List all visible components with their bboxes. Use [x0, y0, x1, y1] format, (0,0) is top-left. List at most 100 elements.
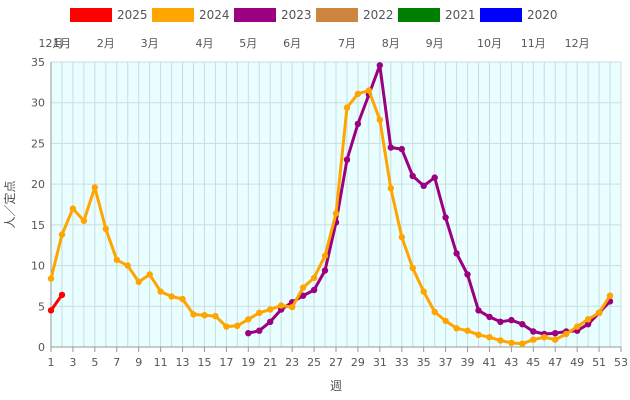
data-point-2024[interactable]: [168, 293, 175, 300]
data-point-2023[interactable]: [387, 144, 394, 151]
data-point-2024[interactable]: [256, 309, 263, 316]
data-point-2024[interactable]: [409, 264, 416, 272]
data-point-2023[interactable]: [376, 62, 383, 69]
data-point-2023[interactable]: [530, 328, 537, 335]
data-point-2023[interactable]: [442, 214, 449, 221]
data-point-2024[interactable]: [47, 275, 55, 282]
data-point-2024[interactable]: [190, 311, 197, 318]
data-point-2024[interactable]: [508, 339, 515, 347]
data-point-2023[interactable]: [299, 292, 307, 299]
data-point-2023[interactable]: [475, 307, 482, 314]
data-point-2024[interactable]: [475, 331, 482, 338]
y-tick-label: 10: [31, 260, 45, 273]
data-point-2024[interactable]: [354, 90, 362, 98]
y-axis-label: 人／定点: [2, 180, 17, 228]
x-tick-label: 9: [135, 356, 142, 369]
data-point-2023[interactable]: [420, 182, 427, 189]
data-point-2024[interactable]: [58, 231, 66, 238]
data-point-2024[interactable]: [289, 303, 296, 311]
data-point-2023[interactable]: [584, 321, 592, 328]
data-point-2023[interactable]: [431, 174, 438, 181]
data-point-2024[interactable]: [332, 210, 340, 217]
data-point-2024[interactable]: [574, 323, 581, 330]
month-label: 1月: [53, 37, 71, 50]
data-point-2023[interactable]: [453, 250, 460, 257]
data-point-2024[interactable]: [584, 316, 592, 323]
data-point-2024[interactable]: [146, 271, 153, 278]
data-point-2024[interactable]: [201, 312, 208, 319]
legend-item-2024[interactable]: 2024: [152, 8, 230, 22]
data-point-2024[interactable]: [124, 262, 131, 269]
data-point-2024[interactable]: [267, 306, 274, 313]
data-point-2024[interactable]: [157, 288, 164, 295]
data-point-2024[interactable]: [69, 205, 77, 212]
legend[interactable]: 2025 2024 2023 2022 2021 2020: [70, 8, 558, 22]
x-tick-label: 39: [461, 356, 475, 369]
data-point-2024[interactable]: [431, 308, 438, 316]
data-point-2024[interactable]: [563, 330, 570, 338]
data-point-2023[interactable]: [486, 313, 493, 321]
data-point-2024[interactable]: [442, 317, 449, 325]
data-point-2024[interactable]: [376, 116, 383, 124]
data-point-2024[interactable]: [343, 104, 351, 111]
data-point-2025[interactable]: [47, 307, 55, 314]
legend-item-2021[interactable]: 2021: [398, 8, 476, 22]
data-point-2024[interactable]: [398, 233, 405, 241]
data-point-2024[interactable]: [519, 340, 526, 347]
legend-swatch: [480, 8, 522, 22]
data-point-2024[interactable]: [299, 284, 307, 291]
data-point-2024[interactable]: [453, 325, 460, 332]
data-point-2023[interactable]: [256, 327, 263, 334]
x-tick-label: 41: [482, 356, 496, 369]
data-point-2023[interactable]: [519, 321, 526, 328]
data-point-2024[interactable]: [278, 302, 285, 309]
data-point-2023[interactable]: [354, 120, 362, 128]
data-point-2024[interactable]: [91, 184, 99, 191]
legend-item-2020[interactable]: 2020: [480, 8, 558, 22]
month-label: 4月: [195, 37, 213, 50]
data-point-2024[interactable]: [552, 336, 559, 343]
data-point-2023[interactable]: [508, 316, 515, 324]
data-point-2024[interactable]: [464, 327, 471, 334]
data-point-2024[interactable]: [541, 334, 548, 341]
data-point-2024[interactable]: [234, 322, 241, 329]
legend-item-2025[interactable]: 2025: [70, 8, 148, 22]
data-point-2023[interactable]: [321, 267, 329, 274]
legend-item-2023[interactable]: 2023: [234, 8, 312, 22]
data-point-2024[interactable]: [80, 217, 88, 224]
data-point-2023[interactable]: [464, 271, 471, 278]
data-point-2023[interactable]: [409, 172, 416, 180]
data-point-2023[interactable]: [310, 286, 318, 294]
data-point-2024[interactable]: [321, 252, 329, 259]
data-point-2024[interactable]: [179, 295, 186, 303]
data-point-2024[interactable]: [113, 256, 121, 264]
data-point-2023[interactable]: [398, 145, 405, 153]
data-point-2024[interactable]: [387, 185, 394, 192]
x-tick-label: 49: [570, 356, 584, 369]
legend-item-2022[interactable]: 2022: [316, 8, 394, 22]
x-tick-label: 25: [307, 356, 321, 369]
data-point-2024[interactable]: [102, 225, 110, 233]
data-point-2023[interactable]: [245, 330, 252, 337]
data-point-2024[interactable]: [486, 334, 493, 341]
data-point-2024[interactable]: [212, 312, 219, 320]
legend-swatch: [152, 8, 194, 22]
data-point-2024[interactable]: [606, 292, 614, 299]
data-point-2024[interactable]: [497, 337, 504, 344]
month-label: 2月: [97, 37, 115, 50]
data-point-2023[interactable]: [552, 330, 559, 337]
data-point-2024[interactable]: [310, 274, 318, 281]
data-point-2024[interactable]: [365, 87, 373, 94]
data-point-2024[interactable]: [420, 288, 427, 295]
data-point-2024[interactable]: [595, 309, 603, 316]
data-point-2023[interactable]: [343, 156, 351, 163]
data-point-2024[interactable]: [245, 316, 252, 323]
data-point-2023[interactable]: [267, 318, 274, 325]
data-point-2024[interactable]: [135, 278, 142, 286]
data-point-2024[interactable]: [530, 336, 537, 343]
data-point-2024[interactable]: [223, 323, 230, 330]
data-point-2025[interactable]: [58, 291, 66, 299]
data-point-2023[interactable]: [497, 318, 504, 325]
legend-label: 2024: [199, 8, 230, 22]
